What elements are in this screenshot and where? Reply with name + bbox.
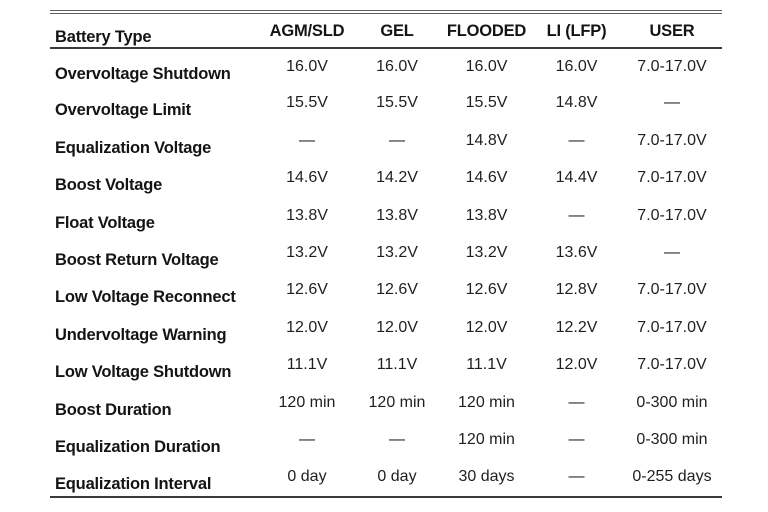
cell-value: 12.0V	[376, 318, 418, 336]
table-row: Low Voltage Shutdown 11.1V 11.1V 11.1V 12.0V…	[50, 347, 722, 384]
cell-value: 7.0-17.0V	[637, 206, 707, 224]
row-label: Overvoltage Shutdown	[55, 65, 231, 83]
row-label: Undervoltage Warning	[55, 325, 227, 344]
table-row: Float Voltage 13.8V 13.8V 13.8V — 7.0-17.0V	[50, 198, 722, 235]
cell-value: —	[664, 94, 680, 112]
cell-value: —	[664, 243, 680, 261]
cell-value: 12.2V	[555, 318, 598, 336]
cell-value: 11.1V	[376, 356, 418, 374]
table-row: Boost Duration 120 min 120 min 120 min — 0-30…	[50, 385, 722, 422]
cell-value: —	[568, 468, 585, 486]
cell-value: 7.0-17.0V	[637, 318, 707, 336]
row-label: Boost Duration	[55, 400, 172, 419]
cell-value: —	[568, 393, 585, 411]
column-header-li-lfp: LI (LFP)	[546, 22, 607, 40]
cell-value: 13.2V	[376, 243, 418, 261]
column-header-user: USER	[649, 22, 695, 40]
cell-value: 13.2V	[286, 243, 328, 261]
cell-value: 16.0V	[465, 58, 508, 75]
cell-value: 30 days	[458, 468, 515, 486]
cell-value: 0-300 min	[636, 393, 708, 411]
row-label: Low Voltage Shutdown	[55, 363, 232, 382]
cell-value: 7.0-17.0V	[637, 281, 707, 299]
column-header-gel: GEL	[380, 22, 414, 40]
cell-value: 7.0-17.0V	[637, 58, 707, 75]
row-label: Boost Voltage	[55, 176, 163, 195]
row-label: Equalization Interval	[55, 475, 212, 494]
cell-value: 0 day	[287, 468, 327, 486]
cell-value: 13.6V	[555, 243, 598, 261]
table-row: Boost Return Voltage 13.2V 13.2V 13.2V 13.6V…	[50, 235, 722, 272]
cell-value: 7.0-17.0V	[637, 356, 707, 374]
cell-value: —	[299, 131, 315, 149]
cell-value: 120 min	[458, 430, 515, 448]
cell-value: 12.6V	[286, 281, 328, 299]
column-header-flooded: FLOODED	[446, 22, 527, 40]
cell-value: 16.0V	[555, 58, 598, 75]
cell-value: 16.0V	[286, 58, 328, 75]
cell-value: 120 min	[458, 393, 515, 411]
cell-value: —	[568, 206, 585, 224]
cell-value: 14.6V	[465, 169, 508, 187]
cell-value: 14.8V	[555, 94, 598, 112]
cell-value: 13.8V	[376, 206, 418, 224]
table-row: Low Voltage Reconnect 12.6V 12.6V 12.6V 12.8…	[50, 272, 722, 309]
cell-value: 120 min	[278, 393, 336, 411]
cell-value: 11.1V	[286, 356, 328, 374]
cell-value: 13.2V	[465, 243, 508, 261]
row-label: Equalization Duration	[55, 437, 221, 456]
column-header-agm-sld: AGM/SLD	[269, 22, 345, 40]
row-label: Float Voltage	[55, 213, 155, 232]
table-body: Overvoltage Shutdown 16.0V 16.0V 16.0V 16.0V…	[50, 48, 722, 497]
cell-value: 7.0-17.0V	[637, 131, 707, 149]
cell-value: —	[568, 131, 585, 149]
table-row: Overvoltage Shutdown 16.0V 16.0V 16.0V 16.0V…	[50, 48, 722, 85]
table-row: Equalization Voltage — — 14.8V — 7.0-17.0V	[50, 123, 722, 160]
cell-value: 12.0V	[555, 356, 598, 374]
cell-value: 0-255 days	[632, 468, 712, 486]
cell-value: 12.8V	[555, 281, 598, 299]
cell-value: 14.4V	[555, 169, 598, 187]
table-row: Undervoltage Warning 12.0V 12.0V 12.0V 12.2V…	[50, 310, 722, 347]
cell-value: 0-300 min	[636, 430, 708, 448]
table-row: Equalization Duration — — 120 min — 0-300 min	[50, 422, 722, 459]
row-label: Low Voltage Reconnect	[55, 288, 236, 307]
table-row: Equalization Interval 0 day 0 day 30 days — 0…	[50, 459, 722, 496]
cell-value: 12.0V	[465, 318, 508, 336]
cell-value: 15.5V	[286, 94, 328, 112]
battery-settings-table: Battery Type AGM/SLD GEL FLOODED LI (LFP…	[50, 10, 722, 498]
cell-value: 12.0V	[286, 318, 328, 336]
cell-value: 13.8V	[465, 206, 508, 224]
cell-value: —	[389, 131, 405, 149]
cell-value: 15.5V	[465, 94, 508, 112]
cell-value: 15.5V	[376, 94, 418, 112]
cell-value: 11.1V	[466, 356, 507, 374]
table-row: Boost Voltage 14.6V 14.2V 14.6V 14.4V 7.0-17.…	[50, 160, 722, 197]
cell-value: —	[568, 430, 585, 448]
row-label: Boost Return Voltage	[55, 250, 219, 269]
cell-value: 120 min	[368, 393, 426, 411]
cell-value: 16.0V	[376, 58, 418, 75]
table-row: Overvoltage Limit 15.5V 15.5V 15.5V 14.8V —	[50, 85, 722, 122]
cell-value: —	[389, 430, 405, 448]
cell-value: 0 day	[377, 468, 417, 486]
row-label: Overvoltage Limit	[55, 101, 191, 120]
column-header-battery-type: Battery Type	[55, 28, 152, 46]
cell-value: 14.8V	[465, 131, 508, 149]
cell-value: 14.6V	[286, 169, 328, 187]
cell-value: 13.8V	[286, 206, 328, 224]
cell-value: —	[299, 430, 315, 448]
cell-value: 12.6V	[465, 281, 508, 299]
header-row: Battery Type AGM/SLD GEL FLOODED LI (LFP…	[50, 12, 722, 48]
cell-value: 14.2V	[376, 169, 418, 187]
cell-value: 7.0-17.0V	[637, 169, 707, 187]
row-label: Equalization Voltage	[55, 138, 212, 157]
cell-value: 12.6V	[376, 281, 418, 299]
